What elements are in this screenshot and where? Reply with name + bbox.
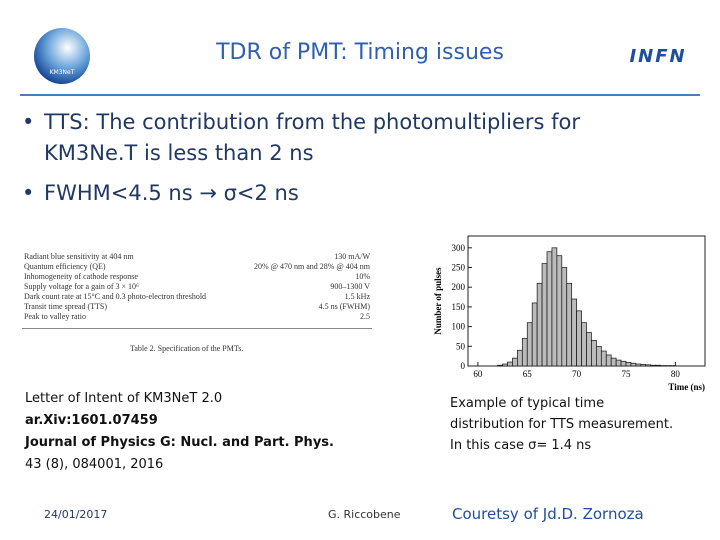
histogram-bar (512, 357, 518, 367)
histogram-bar (566, 282, 573, 367)
table-row: Peak to valley ratio 2.5 (22, 312, 372, 322)
histogram-bar (615, 359, 622, 367)
table-row: Transit time spread (TTS) 4.5 ns (FWHM) (22, 302, 372, 312)
title: TDR of PMT: Timing issues (216, 40, 504, 65)
plot-caption: Example of typical time distribution for… (450, 393, 673, 456)
ref-line: ar.Xiv:1601.07459 (25, 413, 158, 428)
table-row: Dark count rate at 15°C and 0.3 photo-el… (22, 292, 372, 302)
logo-infn: INFN (629, 46, 686, 67)
table-cell: 130 mA/W (334, 252, 370, 261)
table-cell: 20% @ 470 nm and 28% @ 404 nm (253, 262, 370, 271)
histogram-bar (586, 332, 592, 367)
histogram-bar (600, 350, 607, 367)
histogram-bar (625, 362, 632, 367)
histogram-bar (507, 361, 513, 367)
histogram-bar (526, 322, 533, 367)
spec-table: Radiant blue sensitivity at 404 nm 130 mA… (22, 252, 372, 329)
y-tick-label: 300 (452, 243, 466, 253)
histogram-bar (630, 362, 637, 367)
table-cell: 900–1300 V (330, 282, 370, 291)
histogram-bar (596, 345, 602, 367)
footer-author: G. Riccobene (328, 508, 401, 521)
histogram-bar (605, 354, 612, 367)
histogram-bar (561, 267, 568, 367)
caption-line: In this case σ= 1.4 ns (450, 438, 592, 453)
histogram-bar (541, 263, 548, 367)
ref-line: Journal of Physics G: Nucl. and Part. Ph… (25, 435, 334, 450)
bullet-text: TTS: The contribution from the photomult… (44, 107, 580, 169)
bullet-line: KM3Ne.T is less than 2 ns (44, 141, 314, 165)
table-cell: Dark count rate at 15°C and 0.3 photo-el… (24, 292, 207, 301)
table-cell: Radiant blue sensitivity at 404 nm (24, 252, 134, 261)
table-cell: 10% (355, 272, 370, 281)
y-tick-label: 0 (461, 361, 466, 371)
x-tick-label: 80 (671, 369, 681, 379)
histogram-bar (635, 363, 642, 367)
y-tick-label: 50 (456, 341, 466, 351)
footer-date: 24/01/2017 (44, 508, 108, 521)
y-axis-label: Number of pulses (433, 267, 443, 335)
histogram-bar (581, 322, 587, 367)
y-tick-label: 150 (452, 302, 466, 312)
table-row: Inhomogeneity of cathode response 10% (22, 272, 372, 282)
table-row: Quantum efficiency (QE) 20% @ 470 nm and … (22, 262, 372, 272)
histogram-bar (556, 255, 563, 367)
ref-line: Letter of Intent of KM3NeT 2.0 (25, 391, 223, 406)
bullet-text: FWHM<4.5 ns → σ<2 ns (44, 181, 299, 205)
x-tick-label: 65 (523, 369, 533, 379)
table-row: Radiant blue sensitivity at 404 nm 130 mA… (22, 252, 372, 262)
y-tick-label: 250 (452, 263, 466, 273)
references: Letter of Intent of KM3NeT 2.0 ar.Xiv:16… (25, 388, 334, 476)
logo-km3net (34, 28, 90, 84)
histogram-bar (655, 364, 661, 367)
histogram-bar (650, 364, 656, 367)
table-cell: Supply voltage for a gain of 3 × 10⁶ (24, 282, 139, 291)
table-cell: 1.5 kHz (344, 292, 370, 301)
histogram-bar (645, 364, 652, 367)
ref-line: 43 (8), 084001, 2016 (25, 457, 164, 472)
header-graphics: KM3NeT INFN (20, 28, 700, 96)
table-cell: Quantum efficiency (QE) (24, 262, 106, 271)
histogram-bar (576, 310, 582, 367)
histogram-bar (640, 364, 647, 367)
histogram-bar (546, 251, 553, 367)
y-tick-label: 200 (452, 282, 466, 292)
histogram-bar (517, 349, 523, 367)
histogram-bar (497, 364, 503, 367)
histogram-bar (521, 338, 528, 367)
table-caption: Table 2. Specification of the PMTs. (130, 344, 244, 353)
histogram-bar (571, 298, 577, 367)
table-row: Supply voltage for a gain of 3 × 10⁶ 900–… (22, 282, 372, 292)
histogram-bar (591, 340, 597, 367)
histogram-bar (536, 282, 543, 367)
footer-credit: Couretsy of Jd.D. Zornoza (452, 505, 644, 523)
histogram: 0 50 100 150 200 250 300 60 65 70 75 80 Time (ns) Num… (433, 235, 706, 392)
x-axis-label: Time (ns) (668, 382, 705, 392)
table-cell: Transit time spread (TTS) (24, 302, 108, 311)
x-tick-label: 70 (572, 369, 582, 379)
logo-text: KM3NeT (50, 69, 75, 76)
caption-line: Example of typical time (450, 396, 605, 411)
y-tick-label: 100 (452, 322, 466, 332)
table-cell: 2.5 (360, 312, 370, 321)
table-cell: Peak to valley ratio (24, 312, 86, 321)
table-cell: 4.5 ns (FWHM) (318, 302, 370, 311)
table-cell: Inhomogeneity of cathode response (24, 272, 138, 281)
histogram-bar (551, 247, 558, 367)
x-tick-label: 60 (473, 369, 483, 379)
histogram-bar (531, 302, 538, 367)
histogram-bar (502, 363, 508, 367)
caption-line: distribution for TTS measurement. (450, 417, 674, 432)
histogram-bar (620, 360, 627, 367)
bullet-line: TTS: The contribution from the photomult… (44, 110, 581, 134)
bullet-mark: • (22, 181, 35, 205)
histogram-bar (610, 357, 617, 367)
x-tick-label: 75 (622, 369, 632, 379)
table: Radiant blue sensitivity at 404 nm 130 mA… (22, 252, 372, 322)
bullet-mark: • (22, 110, 35, 134)
